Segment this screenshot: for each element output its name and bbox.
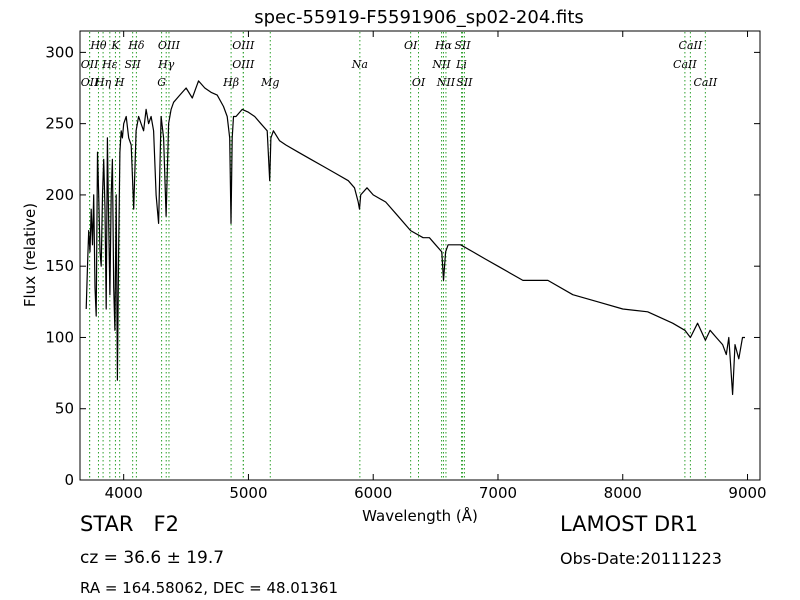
x-tick-label-5: 9000	[728, 484, 766, 502]
feature-label-12: Hγ	[157, 58, 175, 71]
x-tick-label-1: 5000	[229, 484, 267, 502]
x-tick-label-0: 4000	[105, 484, 143, 502]
feature-label-14: Na	[351, 58, 368, 71]
feature-label-3: OIII	[158, 39, 181, 52]
feature-label-15: NII	[431, 58, 451, 71]
y-tick-label-1: 50	[55, 400, 74, 418]
feature-label-21: G	[157, 76, 166, 89]
emission-lines-layer	[89, 32, 706, 480]
feature-label-17: CaII	[673, 58, 697, 71]
feature-label-25: NII	[436, 76, 456, 89]
survey-name: LAMOST DR1	[560, 512, 699, 536]
object-class: STAR F2	[80, 512, 179, 536]
y-tick-label-4: 200	[45, 186, 74, 204]
feature-label-4: OIII	[232, 39, 255, 52]
y-tick-label-6: 300	[45, 43, 74, 61]
x-axis-label: Wavelength (Å)	[362, 506, 478, 525]
feature-label-18: OII	[81, 76, 99, 89]
feature-label-13: OIII	[232, 58, 255, 71]
feature-label-11: SII	[125, 58, 142, 71]
feature-label-22: Hβ	[222, 76, 239, 89]
feature-label-27: CaII	[694, 76, 718, 89]
series-layer	[85, 80, 745, 396]
y-axis-label: Flux (relative)	[21, 203, 39, 307]
chart-title: spec-55919-F5591906_sp02-204.fits	[254, 7, 584, 28]
feature-label-5: OI	[404, 39, 418, 52]
feature-label-2: Hδ	[127, 39, 145, 52]
feature-label-10: Hε	[101, 58, 118, 71]
feature-label-0: Hθ	[89, 39, 107, 52]
x-tick-label-2: 6000	[354, 484, 392, 502]
axis-layer: 4000 5000 6000 7000 8000 9000 0 50 100 150 200 250 3…	[45, 31, 767, 502]
feature-label-7: SII	[454, 39, 471, 52]
coordinates-text: RA = 164.58062, DEC = 48.01361	[80, 579, 339, 597]
feature-label-20: H	[114, 76, 125, 89]
feature-label-6: Hα	[434, 39, 453, 52]
feature-label-16: Li	[455, 58, 467, 71]
spectrum-line-0	[85, 80, 745, 396]
feature-label-24: OI	[412, 76, 426, 89]
plot-area	[79, 30, 761, 481]
y-tick-label-0: 0	[64, 471, 74, 489]
feature-label-1: K	[110, 39, 120, 52]
x-tick-label-3: 7000	[479, 484, 517, 502]
feature-label-19: Hη	[94, 76, 112, 89]
redshift-text: cz = 36.6 ± 19.7	[80, 548, 225, 568]
feature-label-8: CaII	[679, 39, 703, 52]
y-tick-label-3: 150	[45, 257, 74, 275]
observation-date: Obs-Date:20111223	[560, 549, 722, 568]
y-tick-label-2: 100	[45, 328, 74, 346]
feature-label-9: OII	[81, 58, 99, 71]
y-tick-label-5: 250	[45, 115, 74, 133]
feature-label-26: SII	[456, 76, 473, 89]
x-tick-label-4: 8000	[604, 484, 642, 502]
feature-label-23: Mg	[260, 76, 279, 89]
